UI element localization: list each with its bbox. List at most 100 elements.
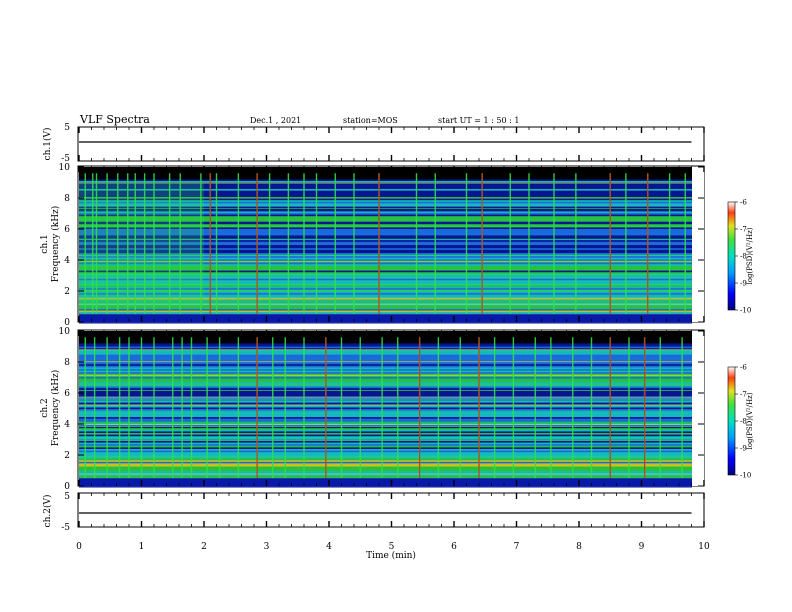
ch2-spectrogram-band	[79, 415, 692, 418]
ch2-spectrogram-band	[79, 351, 692, 354]
ch1-spectrogram-band	[79, 304, 692, 306]
ch2-spectrogram-band	[79, 445, 692, 448]
ch1-spectrogram-band	[79, 229, 692, 231]
ch2-frequency-ytick-label: 2	[64, 451, 70, 461]
time-axis-tick-label: 8	[576, 542, 582, 552]
ch1-voltage-ytick-bottom: -5	[61, 154, 70, 164]
ch1-spectrogram-band	[79, 262, 692, 265]
ch2-voltage-ylabel: ch.2(V)	[42, 495, 53, 528]
ch2-spectrogram-panel: 0 2 4 6 8 10 ch.2 Frequency (kHz)	[40, 327, 705, 492]
ch2-spectrogram-band	[79, 378, 692, 381]
ch1-spectrogram-band	[79, 208, 692, 210]
time-axis-tick-label: 5	[389, 542, 395, 552]
ch1-colorbar-tick-label: -9	[740, 280, 747, 288]
ch2-spectrogram-band	[79, 343, 692, 346]
ch2-spectrogram-band	[79, 447, 692, 450]
ch2-colorbar-tick-label: -10	[740, 472, 751, 480]
ch1-spectrogram-band	[79, 200, 692, 202]
ch1-spectrogram-band	[79, 246, 692, 249]
start-time-label: start UT = 1 : 50 : 1	[438, 116, 519, 125]
ch2-spectrogram-band	[79, 444, 692, 446]
ch2-spectrogram-band	[79, 375, 692, 378]
ch1-spectrogram-band	[79, 233, 692, 236]
ch1-spectrogram-band	[79, 243, 692, 246]
ch1-spectrogram-band	[79, 221, 692, 223]
ch2-spectrogram-band	[79, 429, 692, 432]
time-axis-tick-label: 6	[451, 542, 457, 552]
ch1-frequency-ytick-label: 4	[64, 256, 70, 266]
ch2-spectrogram-band	[79, 428, 692, 430]
ch2-colorbar-tick-label: -7	[740, 391, 747, 399]
ch2-spectrogram-band	[79, 348, 692, 350]
ch2-spectrogram-band	[79, 426, 692, 429]
ch2-spectrogram-band	[79, 362, 692, 365]
ch1-spectrogram-band	[79, 240, 692, 242]
ch1-spectrogram-band	[79, 286, 692, 289]
ch2-spectrogram-band	[79, 354, 692, 357]
ch2-frequency-ytick-label: 8	[64, 358, 70, 368]
ch2-spectrogram-band	[79, 407, 692, 410]
ch2-spectrogram-band	[79, 458, 692, 461]
ch1-spectrogram-band	[79, 187, 692, 190]
ch1-spectrogram-band	[79, 241, 692, 244]
ch1-spectrogram-band	[79, 307, 692, 310]
ch1-spectrogram-band	[79, 219, 692, 222]
ch2-spectrogram-band	[79, 381, 692, 384]
ch1-spectrogram-band	[79, 211, 692, 214]
ch1-spectrogram-floor	[79, 314, 692, 322]
ch1-spectrogram-band	[79, 181, 692, 183]
ch1-colorbar: -6 -7 -8 -9 -10 log(PSD)(V²/Hz)	[727, 199, 754, 315]
ch2-spectrogram-band	[79, 356, 692, 358]
ch2-spectrogram-band	[79, 471, 692, 474]
ch1-spectrogram-band	[79, 205, 692, 207]
ch2-spectrogram-band	[79, 474, 692, 477]
ch1-spectrogram-no-data	[692, 167, 704, 322]
ch1-spectrogram-band	[79, 269, 692, 271]
ch1-spectrogram-band	[79, 309, 692, 311]
ch2-spectrogram-band	[79, 365, 692, 368]
ch2-spectrogram-band	[79, 359, 692, 362]
ch2-spectrogram-band	[79, 370, 692, 373]
time-axis-tick-label: 1	[139, 542, 145, 552]
ch1-colorbar-tick-label: -8	[740, 253, 747, 261]
ch2-spectrogram-band	[79, 401, 692, 403]
ch1-spectrogram-band	[79, 245, 692, 247]
ch1-spectrogram-band	[79, 216, 692, 218]
ch2-colorbar-label: log(PSD)(V²/Hz)	[746, 392, 754, 449]
ch2-spectrogram-band	[79, 388, 692, 390]
ch2-spectrogram-band	[79, 468, 692, 470]
ch1-spectrogram-band	[79, 201, 692, 204]
ch1-frequency-ytick-label: 8	[64, 194, 70, 204]
ch2-spectrogram-band	[79, 452, 692, 454]
ch1-colorbar-tick-label: -7	[740, 226, 747, 234]
ch1-spectrogram-band	[79, 257, 692, 260]
ch1-spectrogram-band	[79, 278, 692, 281]
ch1-spectrogram-band	[79, 222, 692, 225]
ch1-spectrogram-band	[79, 312, 692, 314]
ch2-spectrogram-band	[79, 455, 692, 458]
ch1-spectrogram-band	[79, 291, 692, 294]
ch1-spectrogram-band	[79, 237, 692, 239]
ch2-spectrogram-band	[79, 394, 692, 397]
ch1-spectrogram-band	[79, 179, 692, 182]
ch2-spectrogram-band	[79, 457, 692, 459]
figure-title: VLF Spectra	[79, 113, 150, 126]
ch1-channel-label: ch.1	[40, 234, 50, 253]
ch1-spectrogram-band	[79, 264, 692, 266]
ch2-spectrogram-band	[79, 409, 692, 411]
ch2-spectrogram-band	[79, 421, 692, 424]
ch1-spectrogram-noise-haze	[79, 182, 204, 307]
ch2-spectrogram-band	[79, 476, 692, 478]
time-axis: 0 1 2 3 4 5 6 7 8 9 10	[76, 127, 710, 552]
ch1-spectrogram-band	[79, 190, 692, 193]
ch2-colorbar: -6 -7 -8 -9 -10 log(PSD)(V²/Hz)	[727, 364, 754, 480]
ch1-voltage-ylabel: ch.1(V)	[42, 128, 53, 161]
ch1-spectrogram-band	[79, 270, 692, 273]
ch1-colorbar-gradient	[727, 201, 736, 311]
ch1-spectrogram-panel: 0 2 4 6 8 10 ch.1 Frequency (kHz)	[40, 163, 705, 328]
ch2-spectrogram-band	[79, 397, 692, 400]
ch2-colorbar-tick-label: -6	[740, 364, 747, 372]
ch1-spectrogram-band	[79, 294, 692, 297]
ch1-spectrogram-band	[79, 259, 692, 262]
